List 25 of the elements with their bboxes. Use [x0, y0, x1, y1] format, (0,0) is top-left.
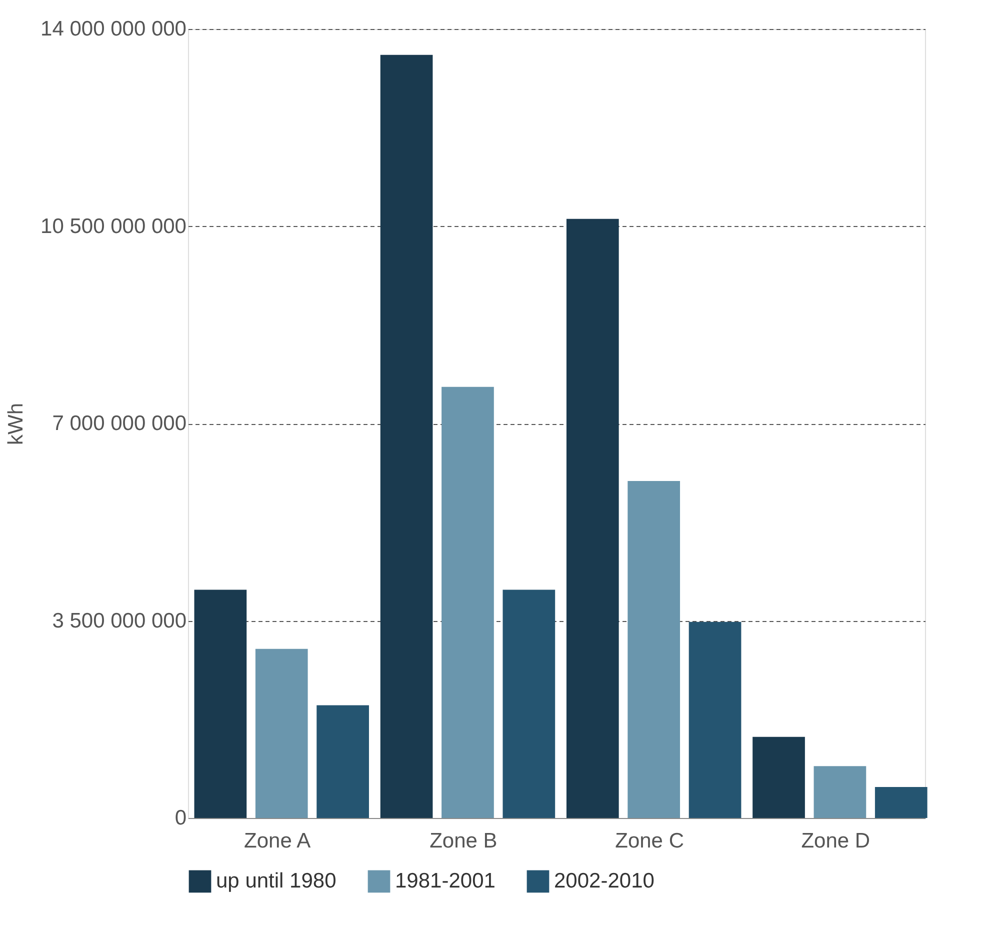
x-tick-label: Zone A	[244, 830, 311, 852]
y-tick-label: 3 500 000 000	[52, 609, 186, 632]
bar	[814, 766, 866, 818]
bar	[502, 590, 556, 818]
bar	[752, 736, 805, 818]
bar	[255, 648, 308, 818]
legend-label: up until 1980	[216, 869, 336, 892]
bar	[688, 622, 742, 818]
bar	[316, 705, 369, 818]
x-tick-label: Zone B	[430, 830, 498, 852]
bar	[874, 787, 928, 818]
legend-label: 1981-2001	[395, 869, 496, 892]
bar	[628, 480, 680, 818]
y-axis-title: kWh	[4, 403, 28, 445]
legend-label: 2002-2010	[554, 869, 654, 892]
bar	[442, 386, 494, 818]
y-tick-label: 0	[174, 806, 186, 830]
y-tick-label: 10 500 000 000	[40, 214, 186, 238]
x-tick-label: Zone C	[615, 830, 684, 852]
x-tick-label: Zone D	[801, 830, 870, 852]
y-tick-label: 14 000 000 000	[40, 18, 186, 40]
y-tick-label: 7 000 000 000	[52, 412, 186, 435]
bar	[194, 590, 247, 818]
bar	[380, 54, 433, 818]
bar	[566, 218, 619, 818]
